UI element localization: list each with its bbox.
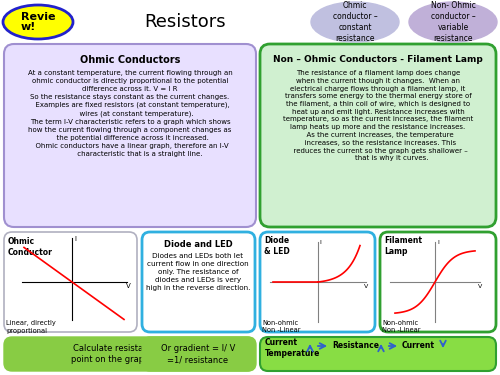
FancyBboxPatch shape [380, 232, 496, 332]
Text: I: I [74, 236, 76, 242]
Text: Current
Temperature: Current Temperature [265, 338, 320, 358]
Text: Diodes and LEDs both let
current flow in one direction
only. The resistance of
d: Diodes and LEDs both let current flow in… [146, 253, 250, 291]
Text: Resistance: Resistance [332, 342, 379, 351]
Text: Non- Ohmic
conductor –
variable
resistance: Non- Ohmic conductor – variable resistan… [430, 1, 476, 43]
Text: Diode and LED: Diode and LED [164, 240, 232, 249]
Text: Non-ohmic
Non -Linear: Non-ohmic Non -Linear [262, 320, 300, 333]
Text: At a constant temperature, the current flowing through an
ohmic conductor is dir: At a constant temperature, the current f… [28, 70, 233, 157]
Text: Diode
& LED: Diode & LED [264, 236, 290, 256]
Text: I: I [319, 240, 321, 245]
FancyBboxPatch shape [4, 232, 137, 332]
Text: Or gradient = I/ V
=1/ resistance: Or gradient = I/ V =1/ resistance [161, 344, 235, 364]
FancyBboxPatch shape [4, 44, 256, 227]
Text: Revie
w!: Revie w! [21, 12, 55, 32]
Text: Ohmic
conductor –
constant
resistance: Ohmic conductor – constant resistance [332, 1, 378, 43]
Text: Filament
Lamp: Filament Lamp [384, 236, 422, 256]
Ellipse shape [3, 5, 73, 39]
Text: Non-ohmic
Non -Linear: Non-ohmic Non -Linear [382, 320, 420, 333]
FancyBboxPatch shape [142, 232, 255, 332]
Text: Current: Current [402, 342, 435, 351]
Text: Ohmic
Conductor: Ohmic Conductor [8, 237, 53, 257]
Text: Ohmic Conductors: Ohmic Conductors [80, 55, 180, 65]
Text: Resistors: Resistors [144, 13, 226, 31]
FancyBboxPatch shape [4, 337, 256, 371]
FancyBboxPatch shape [260, 232, 375, 332]
Text: I: I [437, 240, 439, 245]
Text: V: V [364, 284, 368, 289]
Text: V: V [126, 283, 131, 289]
Ellipse shape [311, 2, 399, 42]
Text: Non – Ohmic Conductors - Filament Lamp: Non – Ohmic Conductors - Filament Lamp [273, 55, 483, 64]
FancyBboxPatch shape [260, 337, 496, 371]
Text: Calculate resistance at any
point on the graphs R = V/ I: Calculate resistance at any point on the… [72, 344, 188, 364]
Text: V: V [478, 284, 482, 289]
Text: Linear, directly
proportional: Linear, directly proportional [6, 320, 56, 333]
Ellipse shape [409, 2, 497, 42]
Text: The resistance of a filament lamp does change
when the current though it changes: The resistance of a filament lamp does c… [283, 70, 473, 161]
FancyBboxPatch shape [260, 44, 496, 227]
FancyBboxPatch shape [142, 337, 255, 371]
